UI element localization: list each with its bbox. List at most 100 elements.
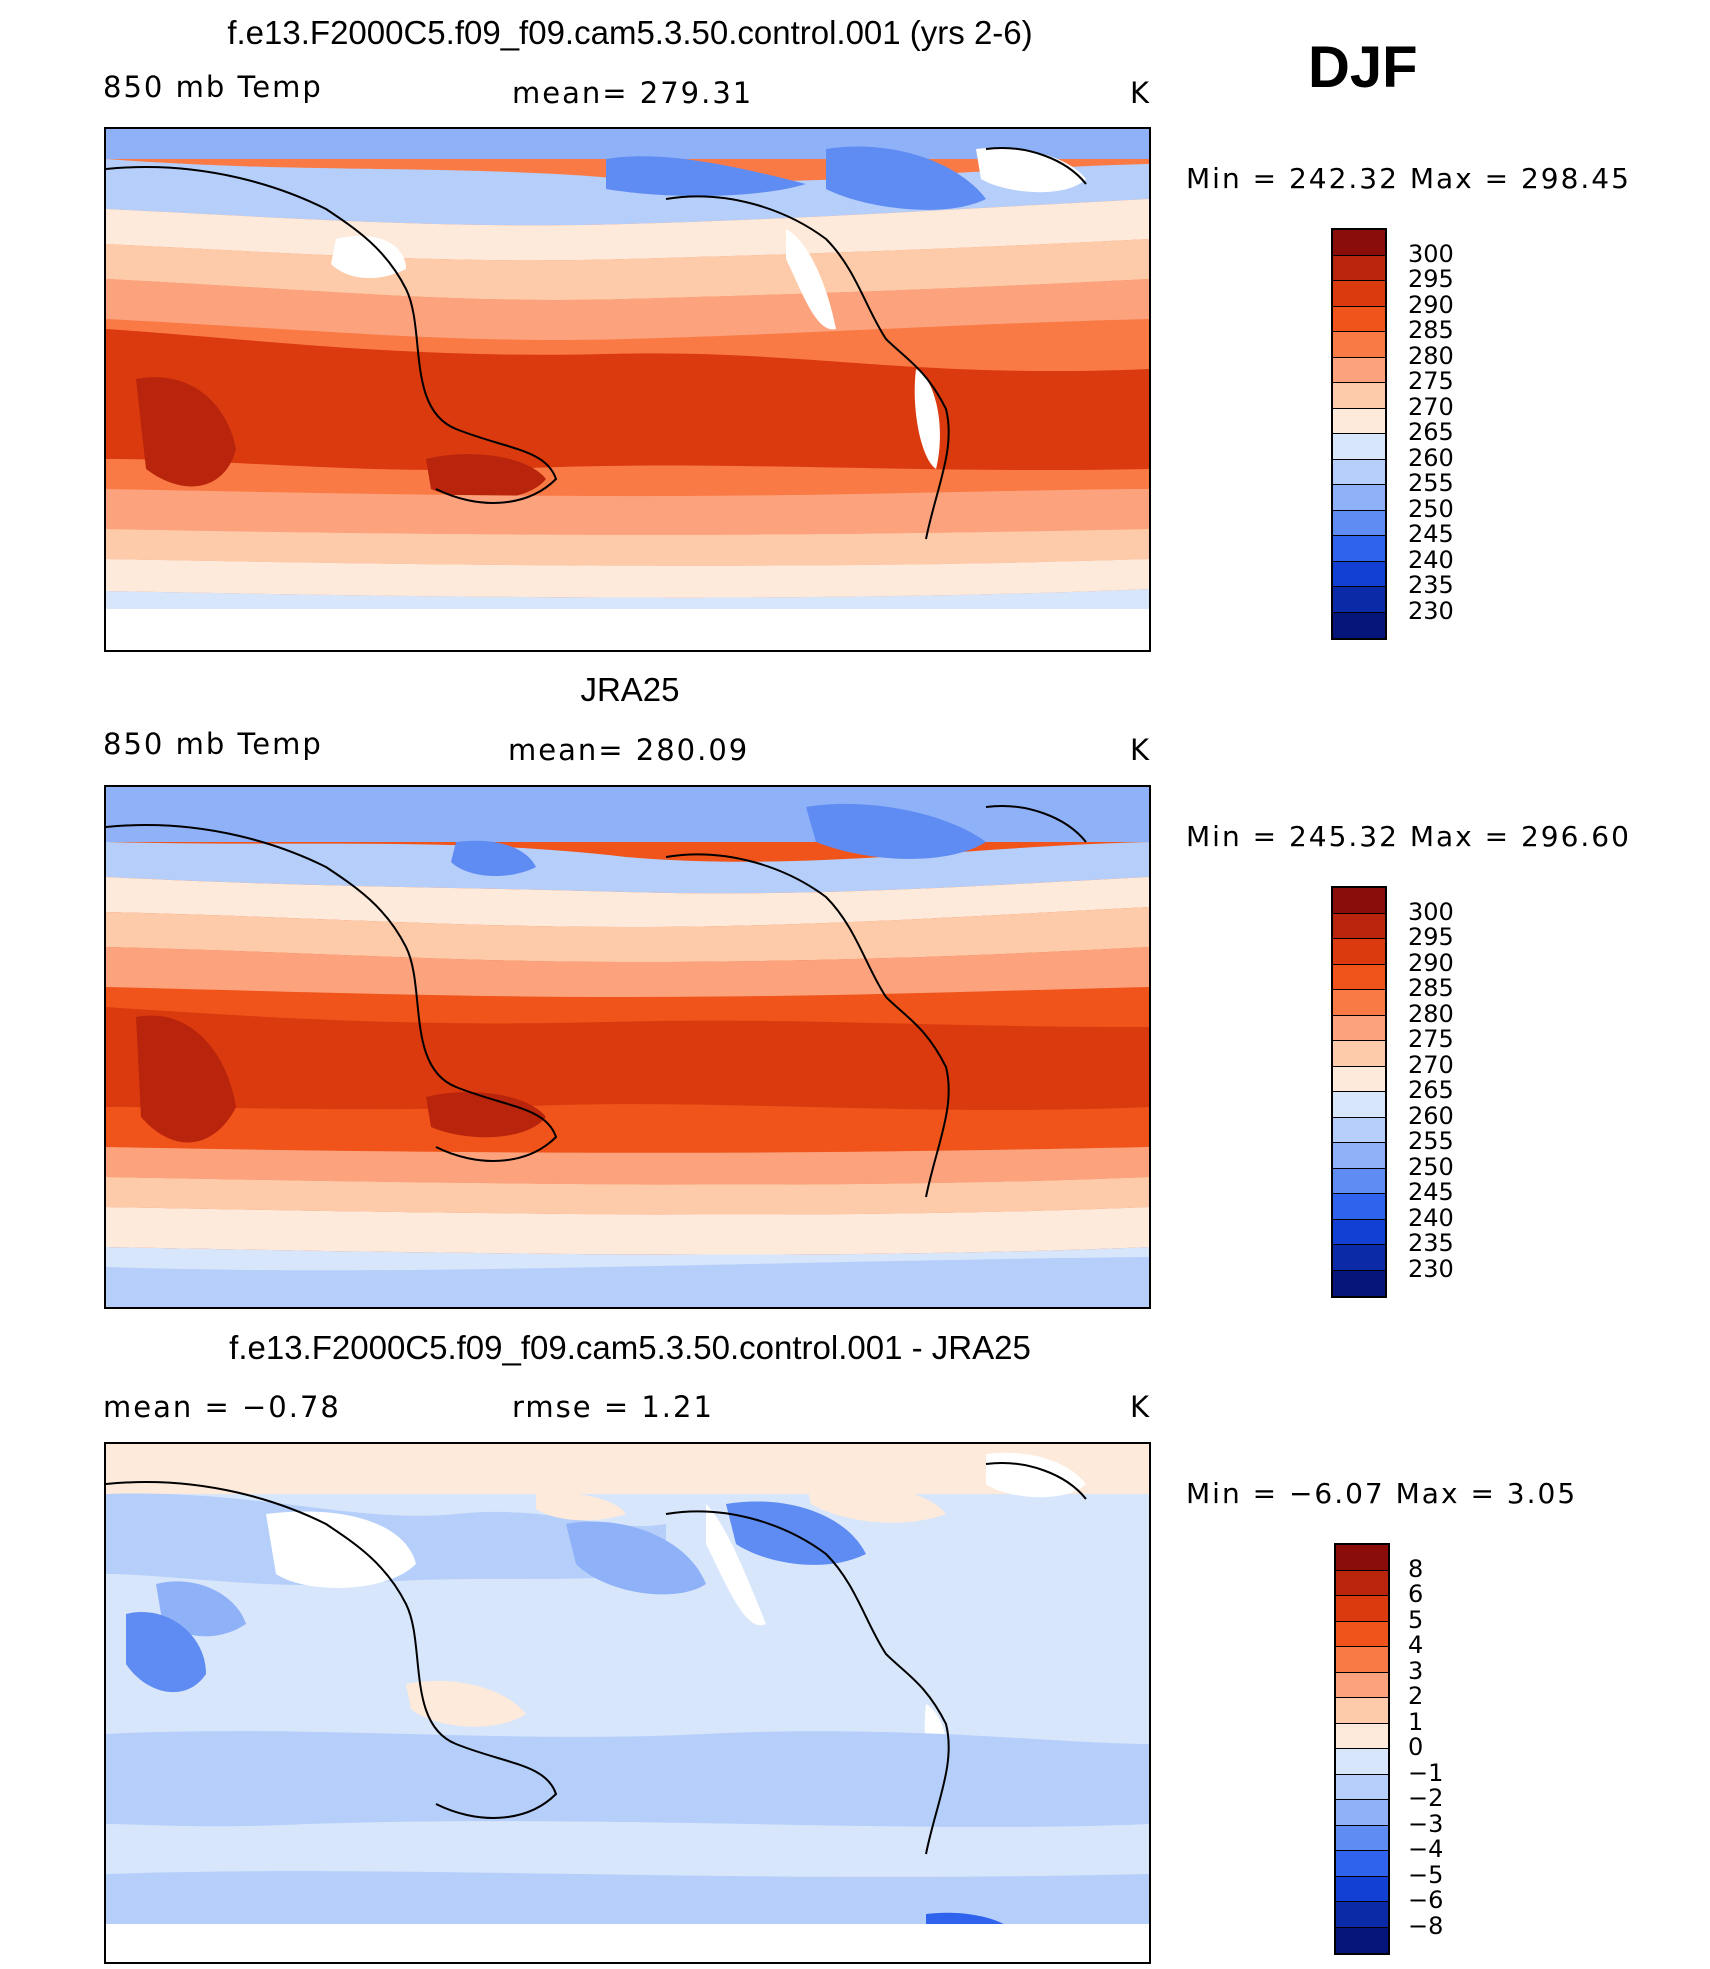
colorbar-swatch bbox=[1333, 990, 1385, 1016]
panel3-colorbar bbox=[1334, 1543, 1390, 1955]
colorbar-tick-label: 6 bbox=[1408, 1580, 1424, 1608]
panel1-colorbar-labels: 300 295 290 285 280 275 270 265 260 255 250 245 240 2… bbox=[1408, 228, 1528, 640]
colorbar-tick-label: 275 bbox=[1408, 1025, 1454, 1053]
panel1-map bbox=[104, 127, 1151, 652]
colorbar-tick-label: 230 bbox=[1408, 596, 1454, 625]
colorbar-swatch bbox=[1336, 1800, 1388, 1826]
panel2-variable-label: 850 mb Temp bbox=[103, 727, 323, 761]
colorbar-swatch bbox=[1333, 485, 1385, 511]
colorbar-swatch bbox=[1336, 1902, 1388, 1928]
colorbar-tick-label: 240 bbox=[1408, 545, 1454, 574]
colorbar-tick-label: 295 bbox=[1408, 265, 1454, 293]
colorbar-swatch bbox=[1333, 332, 1385, 358]
colorbar-tick-label: 8 bbox=[1408, 1554, 1424, 1583]
season-label: DJF bbox=[1308, 35, 1418, 100]
panel3-rmse: rmse = 1.21 bbox=[512, 1390, 714, 1424]
panel3-map bbox=[104, 1442, 1151, 1964]
colorbar-tick-label: 265 bbox=[1408, 418, 1454, 446]
colorbar-swatch bbox=[1336, 1596, 1388, 1622]
colorbar-swatch bbox=[1333, 1117, 1385, 1143]
colorbar-tick-label: 235 bbox=[1408, 571, 1454, 599]
colorbar-tick-label: 260 bbox=[1408, 443, 1454, 472]
colorbar-swatch bbox=[1333, 587, 1385, 613]
colorbar-tick-label: 270 bbox=[1408, 392, 1454, 421]
colorbar-swatch bbox=[1336, 1876, 1388, 1902]
colorbar-swatch bbox=[1336, 1570, 1388, 1596]
colorbar-tick-label: 255 bbox=[1408, 469, 1454, 497]
colorbar-tick-label: 4 bbox=[1408, 1631, 1424, 1659]
colorbar-swatch bbox=[1333, 1041, 1385, 1067]
colorbar-tick-label: 3 bbox=[1408, 1656, 1424, 1685]
colorbar-tick-label: 2 bbox=[1408, 1682, 1424, 1710]
colorbar-tick-label: 295 bbox=[1408, 923, 1454, 951]
panel2-colorbar-labels: 300 295 290 285 280 275 270 265 260 255 250 245 240 2… bbox=[1408, 886, 1528, 1298]
colorbar-tick-label: 300 bbox=[1408, 897, 1454, 926]
colorbar-tick-label: −5 bbox=[1408, 1860, 1444, 1889]
colorbar-tick-label: 300 bbox=[1408, 239, 1454, 268]
colorbar-swatch bbox=[1333, 612, 1385, 638]
colorbar-swatch bbox=[1333, 1270, 1385, 1296]
panel3-mean: mean = −0.78 bbox=[103, 1390, 341, 1424]
colorbar-tick-label: −3 bbox=[1408, 1809, 1444, 1838]
panel2-map bbox=[104, 785, 1151, 1309]
colorbar-tick-label: 5 bbox=[1408, 1605, 1424, 1634]
colorbar-swatch bbox=[1336, 1698, 1388, 1724]
colorbar-tick-label: 255 bbox=[1408, 1127, 1454, 1155]
colorbar-swatch bbox=[1333, 281, 1385, 307]
colorbar-swatch bbox=[1333, 510, 1385, 536]
colorbar-swatch bbox=[1333, 939, 1385, 965]
colorbar-swatch bbox=[1336, 1647, 1388, 1673]
panel2-colorbar bbox=[1331, 886, 1387, 1298]
colorbar-tick-label: 290 bbox=[1408, 290, 1454, 319]
colorbar-swatch bbox=[1336, 1927, 1388, 1953]
colorbar-tick-label: −4 bbox=[1408, 1835, 1444, 1863]
colorbar-tick-label: 240 bbox=[1408, 1203, 1454, 1232]
panel3-title: f.e13.F2000C5.f09_f09.cam5.3.50.control.… bbox=[229, 1329, 1031, 1366]
colorbar-swatch bbox=[1336, 1851, 1388, 1877]
colorbar-swatch bbox=[1333, 1245, 1385, 1271]
colorbar-swatch bbox=[1333, 1168, 1385, 1194]
colorbar-tick-label: −2 bbox=[1408, 1784, 1444, 1812]
colorbar-swatch bbox=[1336, 1774, 1388, 1800]
colorbar-swatch bbox=[1333, 1219, 1385, 1245]
colorbar-tick-label: −8 bbox=[1408, 1911, 1444, 1940]
colorbar-tick-label: 280 bbox=[1408, 999, 1454, 1028]
panel2-minmax: Min = 245.32 Max = 296.60 bbox=[1186, 820, 1631, 853]
colorbar-swatch bbox=[1336, 1825, 1388, 1851]
colorbar-tick-label: 265 bbox=[1408, 1076, 1454, 1104]
colorbar-tick-label: 245 bbox=[1408, 520, 1454, 548]
colorbar-swatch bbox=[1333, 357, 1385, 383]
colorbar-swatch bbox=[1336, 1749, 1388, 1775]
colorbar-tick-label: 275 bbox=[1408, 367, 1454, 395]
panel3-colorbar-labels: 8 6 5 4 3 2 1 0 −1 −2 −3 −4 −5 −6 −8 bbox=[1408, 1543, 1528, 1955]
colorbar-swatch bbox=[1333, 383, 1385, 409]
colorbar-tick-label: 235 bbox=[1408, 1229, 1454, 1257]
colorbar-swatch bbox=[1333, 255, 1385, 281]
panel3-minmax: Min = −6.07 Max = 3.05 bbox=[1186, 1477, 1578, 1510]
colorbar-swatch bbox=[1336, 1621, 1388, 1647]
panel2-title: JRA25 bbox=[580, 671, 680, 708]
colorbar-tick-label: 245 bbox=[1408, 1178, 1454, 1206]
colorbar-swatch bbox=[1333, 913, 1385, 939]
colorbar-swatch bbox=[1333, 459, 1385, 485]
colorbar-swatch bbox=[1333, 536, 1385, 562]
colorbar-swatch bbox=[1333, 1066, 1385, 1092]
panel3-units: K bbox=[1130, 1390, 1152, 1424]
colorbar-swatch bbox=[1333, 230, 1385, 256]
panel1-minmax: Min = 242.32 Max = 298.45 bbox=[1186, 162, 1631, 195]
panel1-variable-label: 850 mb Temp bbox=[103, 70, 323, 104]
colorbar-swatch bbox=[1333, 1015, 1385, 1041]
colorbar-tick-label: 260 bbox=[1408, 1101, 1454, 1130]
colorbar-swatch bbox=[1333, 408, 1385, 434]
colorbar-swatch bbox=[1336, 1545, 1388, 1571]
colorbar-tick-label: 250 bbox=[1408, 494, 1454, 523]
colorbar-tick-label: −6 bbox=[1408, 1886, 1444, 1914]
colorbar-tick-label: 0 bbox=[1408, 1733, 1424, 1761]
panel1-colorbar bbox=[1331, 228, 1387, 640]
colorbar-swatch bbox=[1333, 964, 1385, 990]
colorbar-tick-label: 290 bbox=[1408, 948, 1454, 977]
colorbar-swatch bbox=[1333, 1194, 1385, 1220]
colorbar-swatch bbox=[1336, 1672, 1388, 1698]
colorbar-swatch bbox=[1333, 434, 1385, 460]
panel1-mean: mean= 279.31 bbox=[512, 76, 754, 110]
